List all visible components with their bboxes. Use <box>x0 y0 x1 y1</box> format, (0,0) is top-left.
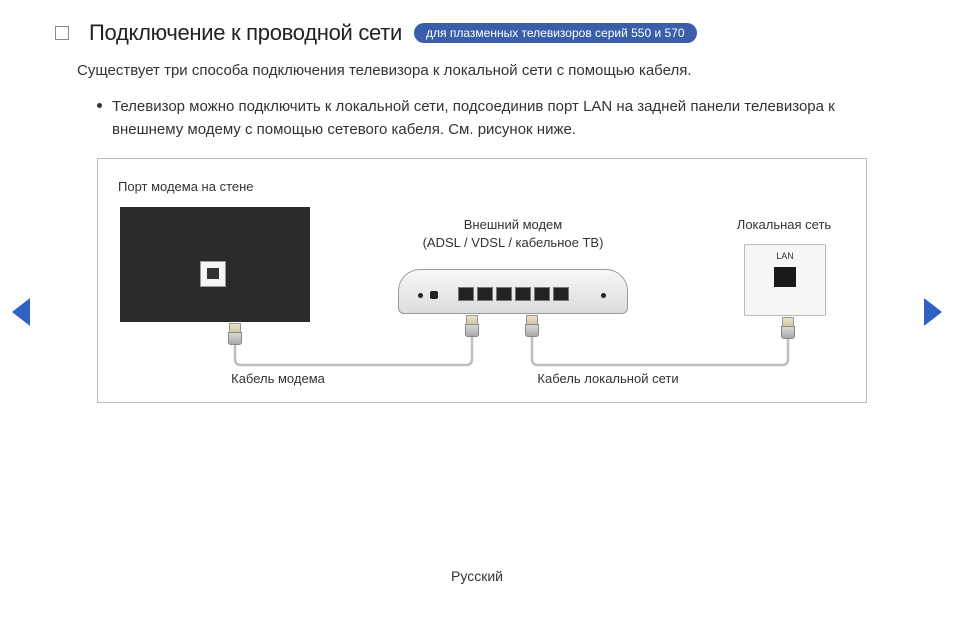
lan-panel: LAN <box>744 244 826 316</box>
bullet-icon <box>97 103 102 108</box>
lan-label: Локальная сеть <box>724 217 844 232</box>
bullet-text: Телевизор можно подключить к локальной с… <box>112 95 899 142</box>
rj45-plug-lan <box>781 317 795 339</box>
checkbox-icon <box>55 26 69 40</box>
lan-port-icon <box>774 267 796 287</box>
page-title: Подключение к проводной сети <box>89 20 402 46</box>
next-page-arrow[interactable] <box>924 298 942 326</box>
language-label: Русский <box>0 568 954 584</box>
external-modem <box>398 269 628 314</box>
rj45-plug-modem-out <box>525 315 539 337</box>
modem-label-2: (ADSL / VDSL / кабельное ТВ) <box>398 235 628 250</box>
wall-port <box>207 268 219 279</box>
prev-page-arrow[interactable] <box>12 298 30 326</box>
model-badge: для плазменных телевизоров серий 550 и 5… <box>414 23 697 43</box>
wall-port-label: Порт модема на стене <box>118 179 254 194</box>
lan-cable-label: Кабель локальной сети <box>518 371 698 386</box>
connection-diagram: Порт модема на стене Внешний модем (ADSL… <box>97 158 867 403</box>
rj45-plug-wall <box>228 323 242 345</box>
rj45-plug-modem-in <box>465 315 479 337</box>
lan-port-text: LAN <box>776 251 794 261</box>
intro-text: Существует три способа подключения телев… <box>77 60 899 81</box>
modem-cable-label: Кабель модема <box>198 371 358 386</box>
modem-label-1: Внешний модем <box>398 217 628 232</box>
